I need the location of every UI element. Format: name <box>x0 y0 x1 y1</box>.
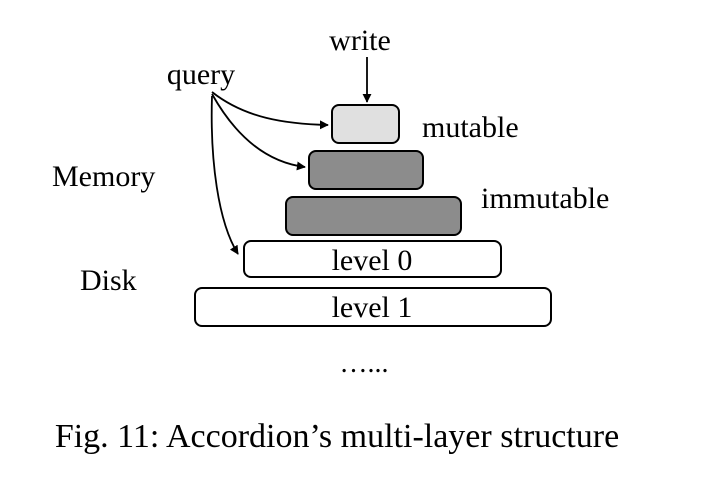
level-1-label: level 1 <box>332 291 413 324</box>
level-0-box <box>243 240 502 278</box>
immutable-memtable-box <box>285 196 462 236</box>
immutable-memtable-box <box>308 150 424 190</box>
disk-label: Disk <box>80 264 137 297</box>
figure-caption: Fig. 11: Accordion’s multi-layer structu… <box>55 418 619 455</box>
level-1-box <box>194 287 552 327</box>
level-0-label: level 0 <box>332 244 413 277</box>
mutable-label: mutable <box>422 111 519 144</box>
ellipsis-label: …... <box>340 348 389 379</box>
write-label: write <box>329 24 391 57</box>
query-arrow-immutable <box>211 93 306 171</box>
query-arrow-level0 <box>210 95 239 255</box>
query-arrow-mutable <box>211 91 329 130</box>
memory-label: Memory <box>52 160 155 193</box>
immutable-label: immutable <box>481 182 609 215</box>
mutable-memtable-box <box>331 104 400 144</box>
query-label: query <box>167 58 235 91</box>
